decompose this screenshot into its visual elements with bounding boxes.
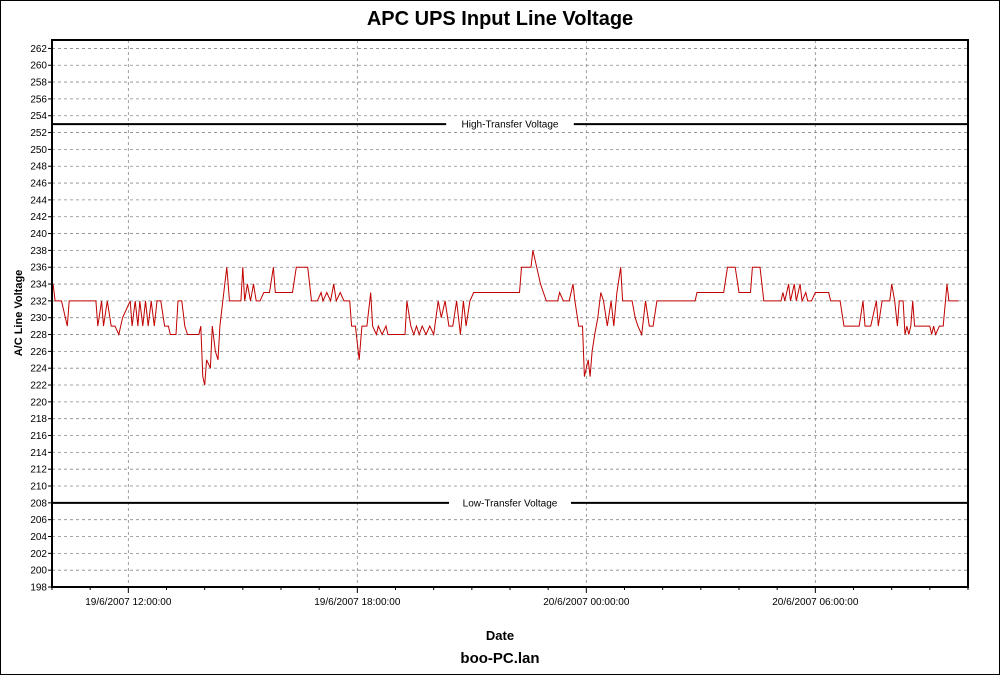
y-tick-label: 202 (30, 549, 47, 560)
reference-label-bg (446, 117, 574, 132)
y-tick-label: 216 (30, 431, 47, 442)
x-tick-label: 19/6/2007 18:00:00 (314, 597, 401, 608)
x-tick-label: 19/6/2007 12:00:00 (85, 597, 172, 608)
y-tick-label: 226 (30, 347, 47, 358)
y-tick-label: 230 (30, 313, 47, 324)
y-tick-label: 256 (30, 94, 47, 105)
y-tick-label: 224 (30, 364, 47, 375)
y-tick-label: 244 (30, 195, 47, 206)
y-tick-label: 240 (30, 229, 47, 240)
y-tick-label: 258 (30, 78, 47, 89)
y-tick-label: 262 (30, 44, 47, 55)
y-tick-label: 228 (30, 330, 47, 341)
y-tick-label: 198 (30, 583, 47, 594)
y-tick-label: 260 (30, 61, 47, 72)
x-tick-label: 20/6/2007 00:00:00 (543, 597, 630, 608)
x-axis-label: Date (485, 628, 515, 643)
reference-label-bg (449, 495, 571, 510)
y-tick-label: 252 (30, 128, 47, 139)
y-tick-label: 222 (30, 381, 47, 392)
x-tick-label: 20/6/2007 06:00:00 (772, 597, 859, 608)
chart-title: APC UPS Input Line Voltage (366, 8, 634, 30)
y-tick-label: 238 (30, 246, 47, 257)
y-tick-label: 234 (30, 280, 47, 291)
y-tick-label: 204 (30, 532, 47, 543)
y-tick-label: 236 (30, 263, 47, 274)
reference-label: Low-Transfer Voltage (463, 498, 558, 509)
y-tick-label: 206 (30, 515, 47, 526)
voltage-series-line (52, 250, 959, 386)
y-tick-label: 248 (30, 162, 47, 173)
chart-footer: boo-PC.lan (460, 650, 540, 667)
y-tick-label: 218 (30, 414, 47, 425)
y-tick-label: 210 (30, 482, 47, 493)
y-tick-label: 254 (30, 111, 47, 122)
plot-border (51, 39, 969, 588)
y-tick-label: 214 (30, 448, 47, 459)
y-tick-label: 246 (30, 179, 47, 190)
y-tick-label: 242 (30, 212, 47, 223)
y-tick-label: 250 (30, 145, 47, 156)
y-tick-label: 220 (30, 397, 47, 408)
y-tick-label: 208 (30, 498, 47, 509)
y-tick-label: 212 (30, 465, 47, 476)
reference-label: High-Transfer Voltage (462, 120, 559, 131)
y-tick-label: 232 (30, 296, 47, 307)
y-tick-label: 200 (30, 566, 47, 577)
